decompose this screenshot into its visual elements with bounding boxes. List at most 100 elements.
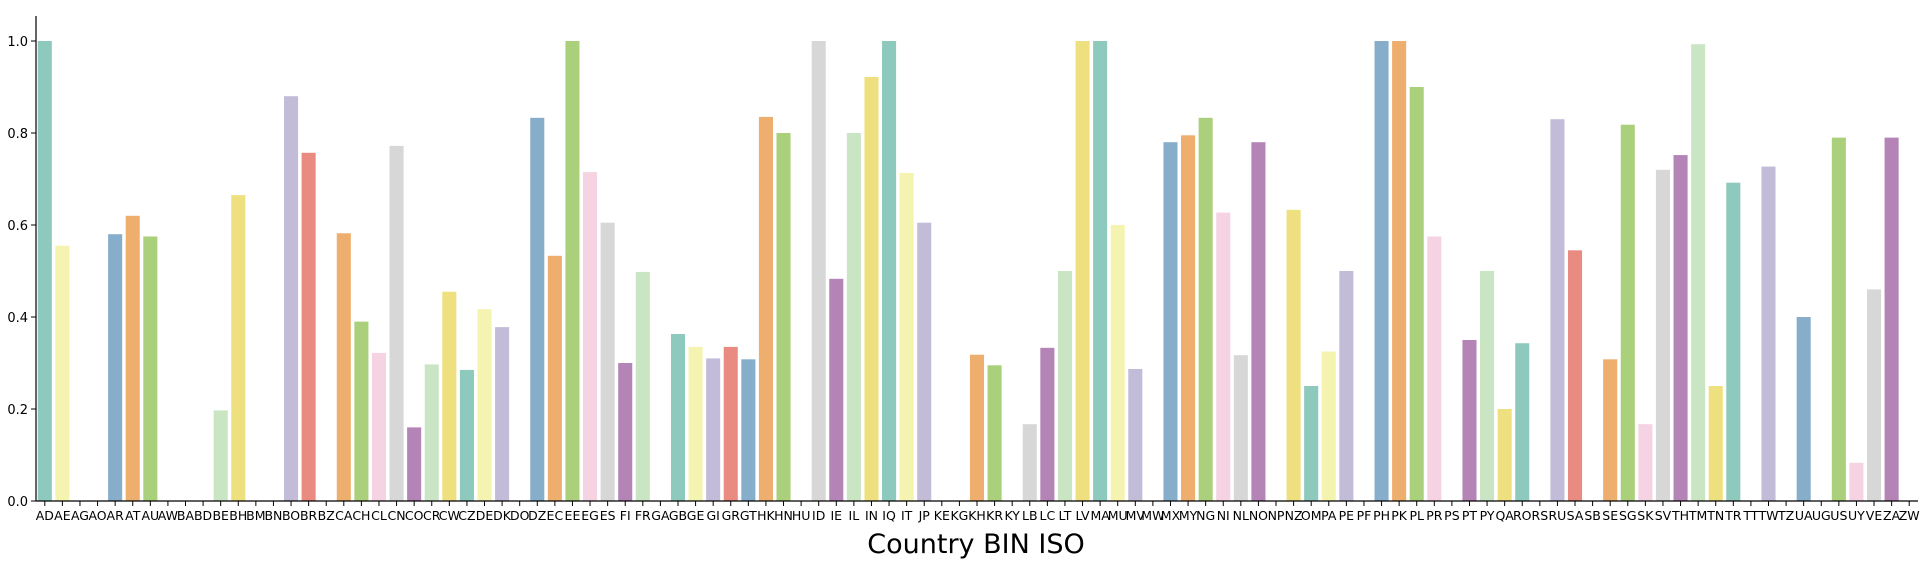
x-tick-label: SA [1567,508,1584,523]
bar-tm [1691,44,1706,501]
x-tick-label: KH [968,508,986,523]
x-tick-label: RU [1549,508,1567,523]
bar-br [301,152,316,501]
x-tick-label: CH [352,508,370,523]
bar-mv [1128,368,1143,501]
bar-ie [829,278,844,501]
bar-ar [108,234,123,501]
x-tick-label: NP [1268,508,1285,523]
x-tick-label: IL [849,508,860,523]
x-tick-label: TM [1688,508,1707,523]
x-tick-label: GE [687,508,705,523]
bars-group [37,41,1899,502]
x-tick-label: AG [71,508,89,523]
x-tick-label: NI [1217,508,1230,523]
x-tick-label: GI [706,508,719,523]
x-tick-label: GB [669,508,687,523]
bar-es [600,222,615,501]
bar-co [407,427,422,501]
bar-de [477,309,492,501]
bar-ad [37,41,52,501]
x-tick-label: AO [88,508,106,523]
x-tick-label: PL [1409,508,1424,523]
bar-hn [776,133,791,501]
x-tick-label: CR [423,508,441,523]
bar-gt [741,359,756,501]
x-tick-label: CA [335,508,353,523]
x-tick-label: ES [600,508,616,523]
x-tick-label: SG [1619,508,1637,523]
bar-at [125,215,140,502]
bar-ae [55,245,70,501]
bar-ng [1198,117,1213,501]
bar-ru [1550,119,1565,501]
bar-bh [231,195,246,501]
x-tick-label: SE [1602,508,1618,523]
bar-in [864,76,879,501]
x-tick-label: NO [1249,508,1268,523]
bar-kr [987,365,1002,501]
bar-ro [1515,343,1530,501]
x-tick-label: IE [830,508,842,523]
bar-cn [389,145,404,501]
x-tick-label: CN [388,508,406,523]
bar-dk [495,327,510,501]
x-tick-label: US [1830,508,1847,523]
x-tick-label: LB [1022,508,1038,523]
bar-fi [618,363,633,501]
bar-cz [459,369,474,501]
x-tick-label: UA [1795,508,1813,523]
x-tick-label: DZ [528,508,546,523]
x-tick-label: MA [1090,508,1110,523]
x-tick-label: TW [1758,508,1779,523]
x-tick-label: RS [1532,508,1549,523]
bar-th [1673,155,1688,501]
bar-pt [1462,340,1477,501]
bar-us [1831,137,1846,501]
bar-ua [1796,317,1811,501]
x-tick-label: TR [1724,508,1742,523]
bar-sg [1620,124,1635,501]
x-tick-label: PH [1373,508,1390,523]
y-axis: 0.0 0.2 0.4 0.6 0.8 1.0 [7,16,37,510]
x-tick-label: DO [510,508,530,523]
x-tick-label: BA [177,508,195,523]
x-tick-label: IN [865,508,878,523]
x-tick-label: MY [1179,508,1198,523]
bar-ph [1374,41,1389,501]
bar-it [899,173,914,501]
bar-au [143,236,158,501]
x-tick-label: AE [54,508,71,523]
x-tick-label: UY [1848,508,1865,523]
x-tick-label: CL [371,508,387,523]
x-tick-label: LV [1075,508,1090,523]
bar-tn [1708,386,1723,501]
x-tick-label: ZA [1883,508,1901,523]
x-tick-label: GA [651,508,670,523]
bar-lv [1075,41,1090,501]
x-tick-label: BM [246,508,265,523]
x-tick-label: ID [812,508,825,523]
bar-pe [1339,271,1354,501]
x-tick-label: MV [1126,508,1146,523]
x-tick-label: LT [1058,508,1071,523]
x-tick-label: LC [1040,508,1056,523]
x-tick-label: AT [125,508,141,523]
x-tick-label: JP [918,508,931,523]
x-tick-label: PF [1357,508,1372,523]
x-tick-label: NG [1196,508,1215,523]
bar-ec [547,255,562,501]
x-tick-label: AR [107,508,125,523]
bar-no [1251,142,1266,501]
bar-gi [706,358,721,501]
bar-my [1181,135,1196,502]
x-tick-label: BR [300,508,318,523]
bar-pr [1427,236,1442,501]
bar-ee [565,41,580,501]
bar-dz [530,117,545,501]
x-tick-label: FI [620,508,631,523]
bar-ni [1216,212,1231,501]
bar-py [1480,271,1495,501]
x-tick-label: DK [493,508,512,523]
